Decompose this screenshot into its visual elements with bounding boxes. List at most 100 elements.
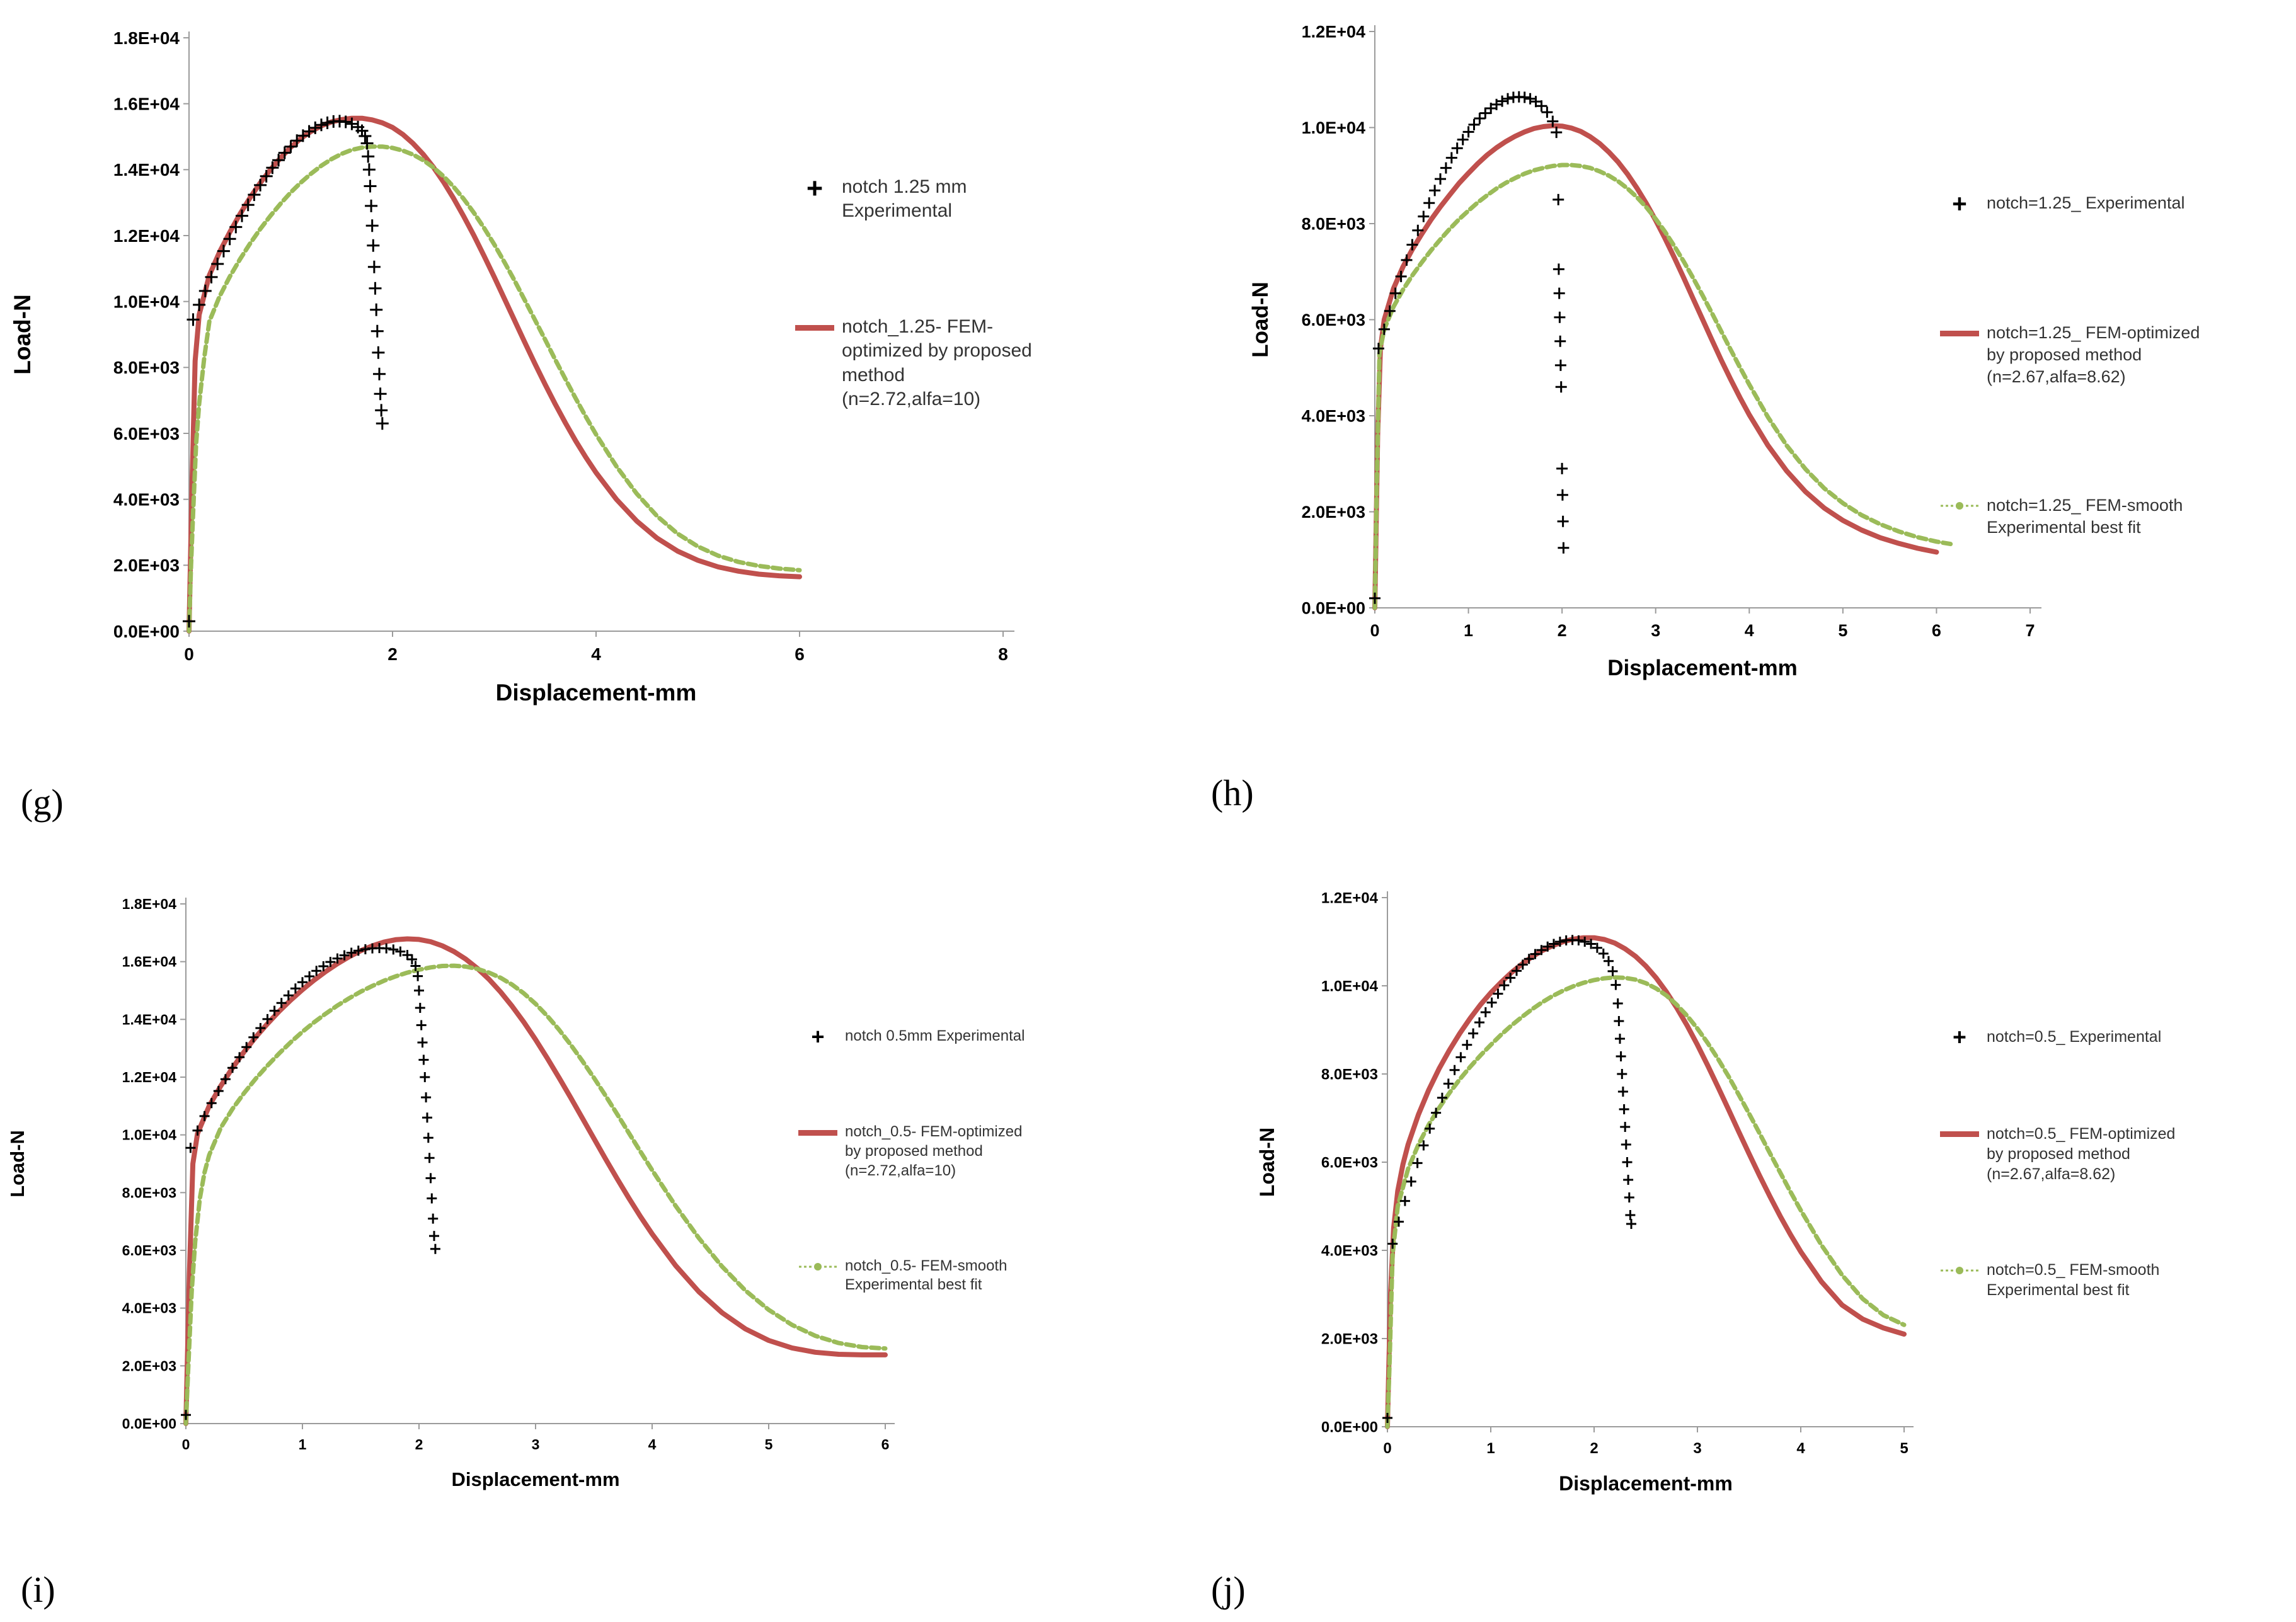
legend-label: notch=1.25_ FEM-optimized by proposed met… <box>1987 323 2200 386</box>
y-tick-label: 1.2E+04 <box>122 1069 177 1085</box>
axes: 0.0E+00 2.0E+03 4.0E+03 6.0E+03 8.0E+03 1.0E+… <box>9 28 1014 705</box>
x-tick-label: 0 <box>182 1436 190 1453</box>
panel-label-j: (j) <box>1211 1569 1246 1610</box>
x-tick-label: 7 <box>2025 621 2035 640</box>
figure-row-top: 0.0E+00 2.0E+03 4.0E+03 6.0E+03 8.0E+03 1.0E+… <box>0 0 2296 831</box>
x-axis-title: Displacement-mm <box>1607 656 1797 680</box>
series-fem-optimized <box>1372 123 1939 610</box>
x-tick-label: 1 <box>1464 621 1473 640</box>
legend-entry-fem-smooth: notch=0.5_ FEM-smooth Experimental best f… <box>1932 1260 2285 1300</box>
legend-g: + notch 1.25 mm Experimental notch_1.25- FE… <box>788 174 1109 411</box>
plus-marker-icon: + <box>811 1024 825 1050</box>
series-fem-smooth <box>183 963 888 1426</box>
plus-marker-icon: + <box>1953 1024 1966 1051</box>
y-tick-label: 1.6E+04 <box>113 94 180 113</box>
legend-entry-experimental: + notch=1.25_ Experimental <box>1932 188 2285 218</box>
y-axis-title: Load-N <box>1248 282 1273 358</box>
legend-entry-fem-smooth: notch_0.5- FEM-smooth Experimental best f… <box>791 1257 1118 1295</box>
legend-label: notch=0.5_ FEM-smooth Experimental best f… <box>1987 1260 2160 1299</box>
y-tick-label: 1.4E+04 <box>113 160 180 180</box>
x-tick-label: 5 <box>1838 621 1847 640</box>
y-tick-label: 1.2E+04 <box>1302 22 1365 41</box>
y-tick-label: 8.0E+03 <box>1302 214 1365 233</box>
legend-label: notch=1.25_ FEM-smooth Experimental best … <box>1987 496 2183 537</box>
axes: 0.0E+00 2.0E+03 4.0E+03 6.0E+03 8.0E+03 1.0E+… <box>1256 889 1914 1495</box>
x-axis-title: Displacement-mm <box>451 1468 619 1490</box>
x-tick-label: 4 <box>591 644 601 664</box>
line-marker-icon <box>1932 322 1987 345</box>
x-tick-label: 0 <box>1370 621 1379 640</box>
axes: 0.0E+00 2.0E+03 4.0E+03 6.0E+03 8.0E+03 1.0E+… <box>1248 22 2041 680</box>
series-fem-smooth <box>187 144 802 634</box>
legend-entry-experimental: + notch 0.5mm Experimental <box>791 1024 1118 1050</box>
x-tick-label: 3 <box>1693 1440 1701 1457</box>
chart-area-h: 0.0E+00 2.0E+03 4.0E+03 6.0E+03 8.0E+03 1.0E+… <box>1148 3 2296 737</box>
y-tick-label: 1.0E+04 <box>1321 978 1379 995</box>
series-fem-smooth <box>1372 163 1953 610</box>
panel-label-i: (i) <box>21 1569 55 1610</box>
y-tick-label: 1.0E+04 <box>1302 118 1365 137</box>
y-tick-label: 2.0E+03 <box>113 556 180 575</box>
line-marker-icon <box>1932 1124 1987 1145</box>
x-tick-label: 5 <box>1900 1440 1908 1457</box>
x-axis-title: Displacement-mm <box>1559 1472 1733 1495</box>
legend-label: notch_0.5- FEM-smooth Experimental best f… <box>845 1257 1007 1294</box>
y-tick-label: 4.0E+03 <box>122 1300 176 1316</box>
chart-panel-g: 0.0E+00 2.0E+03 4.0E+03 6.0E+03 8.0E+03 1.0E+… <box>0 0 1148 831</box>
y-tick-label: 6.0E+03 <box>1302 311 1365 329</box>
line-marker-icon <box>791 1122 845 1143</box>
series-experimental <box>183 115 389 628</box>
legend-label: notch_0.5- FEM-optimized by proposed meth… <box>845 1123 1023 1179</box>
chart-area-i: 0.0E+00 2.0E+03 4.0E+03 6.0E+03 8.0E+03 1.0E+… <box>0 841 1148 1559</box>
x-tick-label: 4 <box>1745 621 1754 640</box>
x-tick-label: 6 <box>1932 621 1941 640</box>
y-tick-label: 2.0E+03 <box>1321 1330 1378 1347</box>
y-tick-label: 6.0E+03 <box>113 424 180 443</box>
chart-i: 0.0E+00 2.0E+03 4.0E+03 6.0E+03 8.0E+03 1.0E+… <box>6 896 895 1490</box>
y-tick-label: 0.0E+00 <box>1302 598 1365 617</box>
y-tick-label: 2.0E+03 <box>1302 503 1365 522</box>
x-tick-label: 0 <box>1383 1440 1391 1457</box>
series-experimental <box>1369 91 1570 604</box>
panel-label-g: (g) <box>21 782 64 823</box>
y-tick-label: 2.0E+03 <box>122 1357 176 1374</box>
y-tick-label: 1.8E+04 <box>122 896 177 912</box>
legend-label: notch=1.25_ Experimental <box>1987 193 2185 212</box>
x-tick-label: 0 <box>184 644 194 664</box>
y-tick-label: 8.0E+03 <box>122 1184 176 1201</box>
chart-panel-j: 0.0E+00 2.0E+03 4.0E+03 6.0E+03 8.0E+03 1.0E+… <box>1148 831 2296 1622</box>
legend-label: notch=0.5_ Experimental <box>1987 1028 2162 1046</box>
plus-marker-icon: + <box>1952 188 1967 218</box>
y-tick-label: 1.6E+04 <box>122 954 177 970</box>
line-marker-icon <box>788 315 842 341</box>
legend-entry-fem-optimized: notch=0.5_ FEM-optimized by proposed meth… <box>1932 1124 2285 1184</box>
x-tick-label: 4 <box>1796 1440 1805 1457</box>
x-tick-label: 1 <box>299 1436 307 1453</box>
y-tick-label: 1.0E+04 <box>113 292 180 311</box>
panel-label-h: (h) <box>1211 772 1254 813</box>
series-fem-smooth <box>1385 975 1907 1429</box>
legend-label: notch 1.25 mm Experimental <box>842 176 967 222</box>
dashed-line-marker-icon <box>1932 1260 1987 1281</box>
x-axis-title: Displacement-mm <box>496 680 697 705</box>
legend-label: notch_1.25- FEM-optimized by proposed met… <box>842 316 1032 409</box>
x-tick-label: 8 <box>998 644 1008 664</box>
legend-i: + notch 0.5mm Experimental notch_0.5- FEM-… <box>791 1024 1118 1295</box>
legend-label: notch=0.5_ FEM-optimized by proposed meth… <box>1987 1124 2176 1183</box>
x-tick-label: 6 <box>881 1436 890 1453</box>
y-tick-label: 6.0E+03 <box>122 1242 176 1259</box>
y-tick-label: 1.8E+04 <box>113 28 180 48</box>
dashed-line-marker-icon <box>791 1257 845 1277</box>
series-fem-optimized <box>187 115 802 634</box>
x-tick-label: 3 <box>1651 621 1660 640</box>
y-tick-label: 0.0E+00 <box>122 1415 176 1432</box>
chart-area-j: 0.0E+00 2.0E+03 4.0E+03 6.0E+03 8.0E+03 1.0E+… <box>1148 841 2296 1559</box>
x-tick-label: 4 <box>648 1436 657 1453</box>
x-tick-label: 6 <box>795 644 805 664</box>
x-tick-label: 2 <box>1558 621 1567 640</box>
y-tick-label: 1.4E+04 <box>122 1011 177 1027</box>
y-tick-label: 4.0E+03 <box>1302 406 1365 425</box>
axes: 0.0E+00 2.0E+03 4.0E+03 6.0E+03 8.0E+03 1.0E+… <box>6 896 895 1490</box>
y-tick-label: 6.0E+03 <box>1321 1154 1378 1171</box>
